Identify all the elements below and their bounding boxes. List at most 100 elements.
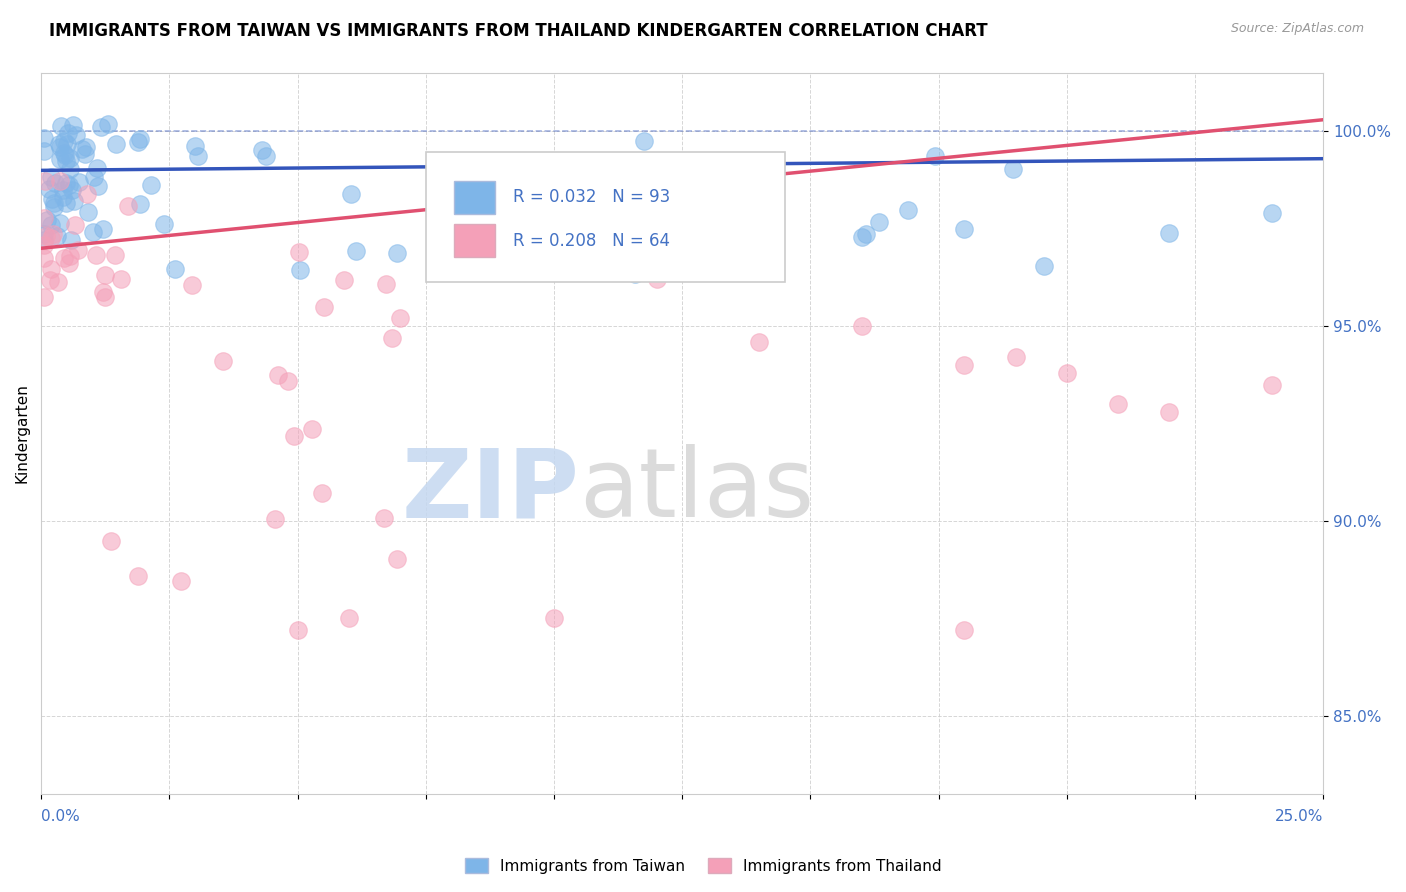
Point <box>381 331 404 345</box>
Point <box>344 244 367 258</box>
Point <box>283 429 305 443</box>
Point <box>254 149 277 163</box>
Point <box>288 245 311 260</box>
Point <box>65 219 87 233</box>
Point <box>1004 351 1026 365</box>
Point <box>34 233 56 247</box>
Point <box>76 186 98 201</box>
Point <box>97 117 120 131</box>
Point <box>301 422 323 436</box>
Point <box>312 300 335 314</box>
Point <box>741 170 763 185</box>
Point <box>42 196 65 211</box>
Point <box>851 319 873 334</box>
Point <box>311 485 333 500</box>
Point <box>389 311 412 326</box>
Point <box>46 275 69 289</box>
Point <box>56 126 79 140</box>
Point <box>39 231 62 245</box>
Point <box>180 277 202 292</box>
Point <box>83 170 105 185</box>
Point <box>170 574 193 588</box>
Point <box>267 368 290 382</box>
Point <box>1261 377 1284 392</box>
Point <box>45 228 67 243</box>
Point <box>32 131 55 145</box>
Point <box>90 120 112 134</box>
Point <box>49 120 72 134</box>
Point <box>53 251 76 265</box>
Point <box>287 623 309 637</box>
Point <box>82 225 104 239</box>
Point <box>32 144 55 158</box>
Point <box>855 227 877 241</box>
Text: ZIP: ZIP <box>402 444 579 538</box>
Point <box>32 290 55 304</box>
Point <box>337 611 360 625</box>
Point <box>72 142 94 156</box>
Bar <box>454 224 495 257</box>
Point <box>748 218 770 232</box>
Point <box>52 190 75 204</box>
Point <box>693 239 716 253</box>
Point <box>127 136 149 150</box>
Point <box>127 568 149 582</box>
Point <box>333 273 356 287</box>
Point <box>67 175 90 189</box>
Point <box>748 334 770 349</box>
Point <box>86 161 108 175</box>
Point <box>1159 405 1181 419</box>
Point <box>1261 206 1284 220</box>
Point <box>1107 397 1129 411</box>
Point <box>42 227 65 241</box>
Point <box>66 243 89 257</box>
Point <box>1032 259 1054 273</box>
Point <box>868 215 890 229</box>
Point <box>58 178 80 192</box>
Point <box>60 233 83 247</box>
Point <box>385 551 408 566</box>
Point <box>32 227 55 241</box>
Text: R = 0.032   N = 93: R = 0.032 N = 93 <box>513 188 671 206</box>
Point <box>953 221 976 235</box>
Point <box>91 222 114 236</box>
Point <box>953 358 976 372</box>
Point <box>32 238 55 252</box>
Text: R = 0.208   N = 64: R = 0.208 N = 64 <box>513 232 669 250</box>
Point <box>49 174 72 188</box>
Point <box>65 128 87 142</box>
Point <box>35 213 58 227</box>
Point <box>128 197 150 211</box>
Point <box>339 187 361 202</box>
Point <box>110 271 132 285</box>
Point <box>277 374 299 388</box>
Legend: Immigrants from Taiwan, Immigrants from Thailand: Immigrants from Taiwan, Immigrants from … <box>458 852 948 880</box>
Point <box>32 211 55 225</box>
Point <box>34 174 56 188</box>
Point <box>87 179 110 194</box>
Point <box>60 183 83 197</box>
Point <box>924 149 946 163</box>
Text: IMMIGRANTS FROM TAIWAN VS IMMIGRANTS FROM THAILAND KINDERGARTEN CORRELATION CHAR: IMMIGRANTS FROM TAIWAN VS IMMIGRANTS FRO… <box>49 22 988 40</box>
Point <box>49 216 72 230</box>
Text: 25.0%: 25.0% <box>1275 809 1323 824</box>
Point <box>543 611 565 625</box>
Point <box>953 623 976 637</box>
Bar <box>454 181 495 213</box>
Point <box>39 262 62 277</box>
Point <box>104 247 127 261</box>
Point <box>38 182 60 196</box>
Point <box>76 140 98 154</box>
Point <box>55 176 77 190</box>
Point <box>55 196 77 211</box>
Point <box>1002 162 1025 177</box>
Point <box>633 134 655 148</box>
Point <box>73 146 96 161</box>
Point <box>139 178 162 192</box>
Point <box>49 139 72 153</box>
Point <box>117 199 139 213</box>
Point <box>48 137 70 152</box>
Point <box>212 354 235 368</box>
Point <box>153 217 176 231</box>
Point <box>560 244 582 258</box>
